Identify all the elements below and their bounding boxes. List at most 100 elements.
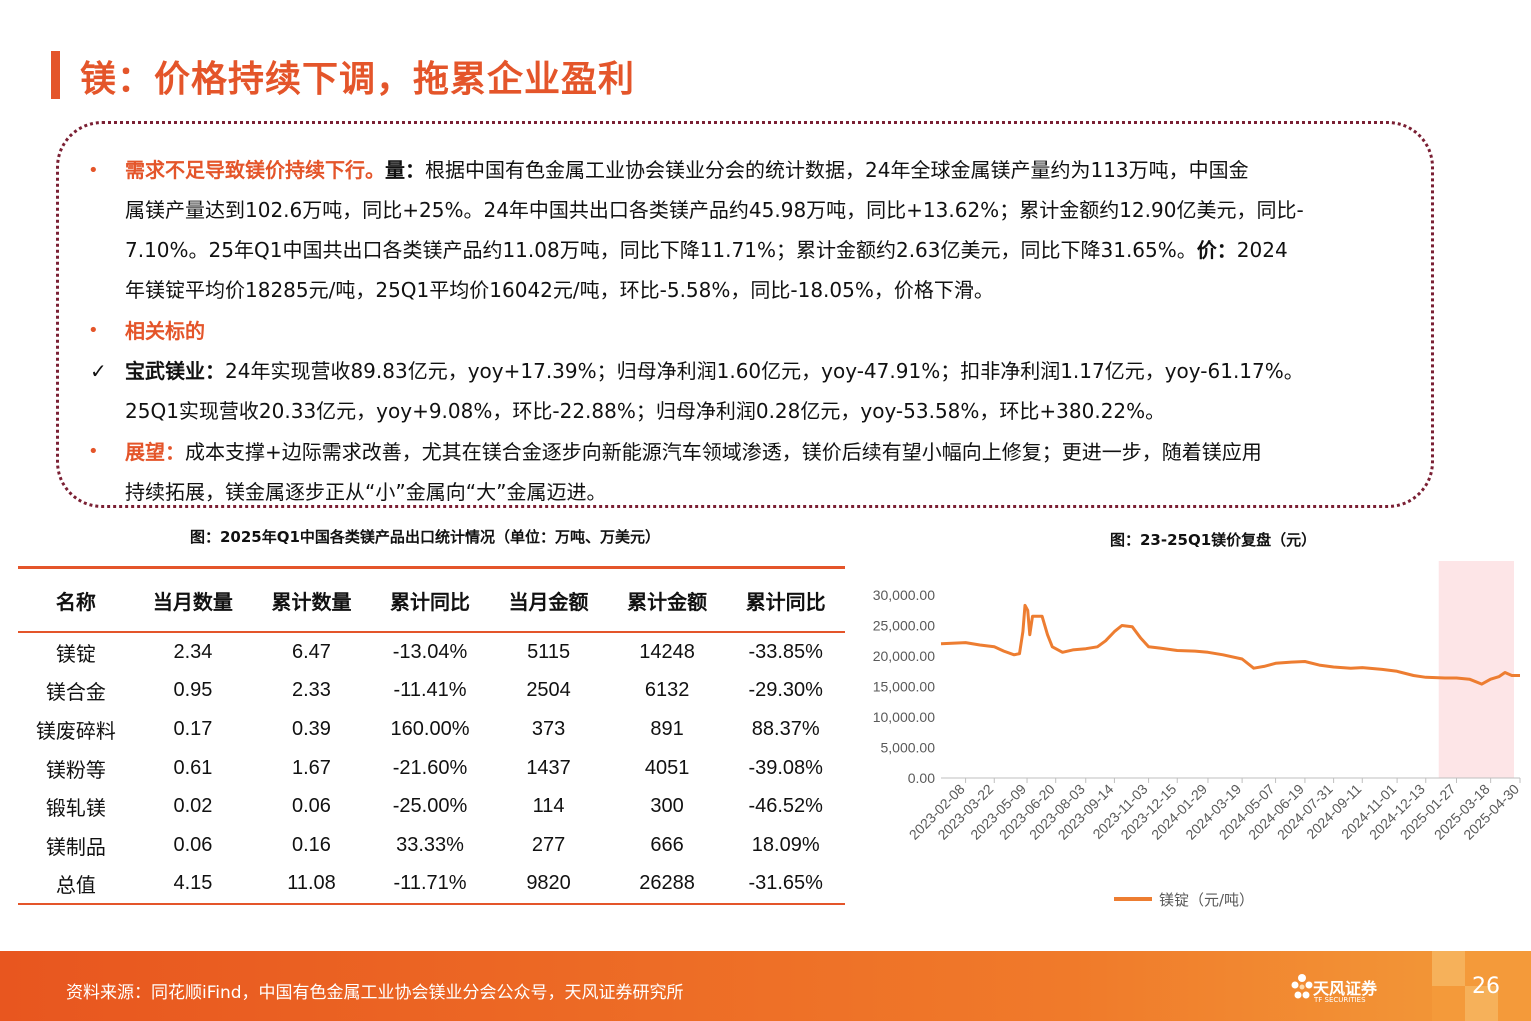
y-tick-label: 15,000.00 (873, 679, 935, 695)
label-price: 价： (1196, 238, 1237, 262)
table-cell: -29.30% (748, 679, 823, 702)
table-cell: 277 (531, 833, 566, 856)
text-line: 25Q1实现营收20.33亿元，yoy+9.08%，环比-22.88%；归母净利… (125, 399, 1166, 423)
table-cell: 300 (650, 795, 684, 818)
chart-caption: 图：23-25Q1镁价复盘（元） (1110, 531, 1317, 549)
text-line: 根据中国有色金属工业协会镁业分会的统计数据，24年全球金属镁产量约为113万吨，… (425, 158, 1249, 182)
table-cell: -31.65% (748, 872, 823, 895)
text-line: 成本支撑+边际需求改善，尤其在镁合金逐步向新能源汽车领域渗透，镁价后续有望小幅向… (185, 440, 1262, 464)
table-cell: -21.60% (392, 756, 468, 779)
text-line: 2024 (1236, 238, 1288, 262)
table-cell: 6132 (644, 679, 690, 702)
table-row: 镁合金 0.95 2.33 -11.41% 2504 6132 -29.30% (18, 672, 845, 711)
table-cell: 1437 (526, 756, 571, 779)
table-cell: 0.95 (173, 679, 213, 702)
table-cell: -11.41% (393, 679, 467, 702)
paragraph-line: 需求不足导致镁价持续下行。量：根据中国有色金属工业协会镁业分会的统计数据，24年… (125, 150, 1249, 190)
related-targets-heading: 相关标的 (125, 319, 205, 343)
table-cell: 镁废碎料 (35, 720, 116, 743)
y-tick-label: 20,000.00 (873, 648, 935, 664)
page-title: 镁：价格持续下调，拖累企业盈利 (80, 59, 636, 100)
header-cell: 当月数量 (152, 591, 233, 614)
y-tick-label: 30,000.00 (873, 587, 935, 603)
bullet-dot: • (88, 441, 99, 462)
bullet-dot: • (88, 160, 99, 181)
footer-bar (0, 951, 1531, 1021)
export-stats-table: 名称 当月数量 累计数量 累计同比 当月金额 累计金额 累计同比 镁锭 2.34 6… (18, 566, 845, 905)
table-header-row: 名称 当月数量 累计数量 累计同比 当月金额 累计金额 累计同比 (18, 567, 845, 632)
table-cell: 镁粉等 (45, 759, 106, 782)
table-row-total: 总值 4.15 11.08 -11.71% 9820 26288 -31.65% (18, 865, 845, 905)
table-cell: 0.39 (292, 717, 331, 740)
text-line: 年镁锭平均价18285元/吨，25Q1平均价16042元/吨，环比-5.58%，… (125, 278, 994, 302)
table-cell: -25.00% (392, 795, 468, 818)
table-cell: 0.02 (173, 795, 213, 818)
outlook-label: 展望： (125, 440, 185, 464)
table-cell: 891 (650, 717, 684, 740)
table-cell: 2.34 (173, 640, 213, 663)
brand-flower-icon (1291, 974, 1313, 999)
checkmark-icon: ✓ (90, 359, 107, 383)
table-caption: 图：2025年Q1中国各类镁产品出口统计情况（单位：万吨、万美元） (190, 528, 660, 546)
table-cell: 2.33 (292, 679, 331, 702)
table-cell: 11.08 (287, 872, 336, 895)
table-cell: 0.06 (173, 833, 213, 856)
bullet-dot: • (88, 320, 99, 341)
table-cell: 33.33% (396, 833, 464, 856)
table-cell: 18.09% (751, 833, 820, 856)
table-cell: -33.85% (748, 640, 823, 663)
magnesium-price-chart: 30,000.00 25,000.00 20,000.00 15,000.00 10,0… (873, 561, 1522, 909)
table-row: 镁锭 2.34 6.47 -13.04% 5115 14248 -33.85% (18, 632, 845, 672)
source-note: 资料来源：同花顺iFind，中国有色金属工业协会镁业分会公众号，天风证券研究所 (66, 983, 684, 1003)
table-row: 锻轧镁 0.02 0.06 -25.00% 114 300 -46.52% (18, 787, 845, 826)
table-cell: -11.71% (393, 872, 467, 895)
header-cell: 累计金额 (627, 591, 708, 614)
table-cell: 6.47 (292, 640, 331, 663)
summary-box (56, 121, 1434, 508)
header-cell: 累计同比 (745, 591, 826, 614)
table-cell: 373 (531, 717, 566, 740)
table-row: 镁粉等 0.61 1.67 -21.60% 1437 4051 -39.08% (18, 749, 845, 788)
title-accent-bar (51, 51, 60, 99)
table-cell: 0.61 (173, 756, 213, 779)
highlight-band (1438, 561, 1514, 778)
y-tick-label: 25,000.00 (873, 618, 935, 634)
legend-label: 镁锭（元/吨） (1159, 891, 1254, 909)
brand-name: 天风证券 (1313, 979, 1378, 998)
table-cell: -13.04% (392, 640, 468, 663)
table-cell: 0.17 (173, 717, 213, 740)
header-cell: 累计同比 (390, 591, 471, 614)
table-cell: 镁制品 (45, 836, 106, 859)
text-line: 7.10%。25年Q1中国共出口各类镁产品约11.08万吨，同比下降11.71%… (125, 238, 1197, 262)
text-line: 持续拓展，镁金属逐步正从“小”金属向“大”金属迈进。 (125, 480, 607, 504)
table-cell: 26288 (639, 872, 695, 895)
table-cell: 160.00% (390, 717, 470, 740)
table-cell: 0.16 (292, 833, 331, 856)
table-cell: 1.67 (292, 756, 331, 779)
header-cell: 当月金额 (508, 591, 589, 614)
table-cell: 4.15 (173, 872, 213, 895)
page-number: 26 (1472, 974, 1500, 999)
text-line: 24年实现营收89.83亿元，yoy+17.39%；归母净利润1.60亿元，yo… (225, 359, 1304, 383)
table-cell: 总值 (55, 875, 96, 898)
table-cell: 14248 (639, 640, 695, 663)
paragraph-line: 宝武镁业：24年实现营收89.83亿元，yoy+17.39%；归母净利润1.60… (125, 351, 1304, 391)
table-cell: 0.06 (292, 795, 331, 818)
table-row: 镁废碎料 0.17 0.39 160.00% 373 891 88.37% (18, 710, 845, 749)
table-cell: 666 (650, 833, 684, 856)
paragraph-line: 展望：成本支撑+边际需求改善，尤其在镁合金逐步向新能源汽车领域渗透，镁价后续有望… (125, 432, 1262, 472)
y-tick-label: 10,000.00 (873, 709, 935, 725)
y-tick-label: 5,000.00 (881, 740, 936, 756)
table-cell: 88.37% (751, 717, 820, 740)
label-volume: 量： (385, 158, 425, 182)
table-row: 镁制品 0.06 0.16 33.33% 277 666 18.09% (18, 826, 845, 865)
table-cell: 4051 (644, 756, 690, 779)
brand-name-en: TF SECURITIES (1314, 996, 1366, 1004)
page-number-block (1432, 951, 1531, 1021)
table-cell: 114 (532, 795, 565, 818)
table-cell: 镁锭 (55, 643, 96, 666)
header-cell: 名称 (55, 591, 96, 614)
table-cell: 2504 (526, 679, 571, 702)
company-label: 宝武镁业： (125, 359, 225, 383)
header-cell: 累计数量 (271, 591, 352, 614)
